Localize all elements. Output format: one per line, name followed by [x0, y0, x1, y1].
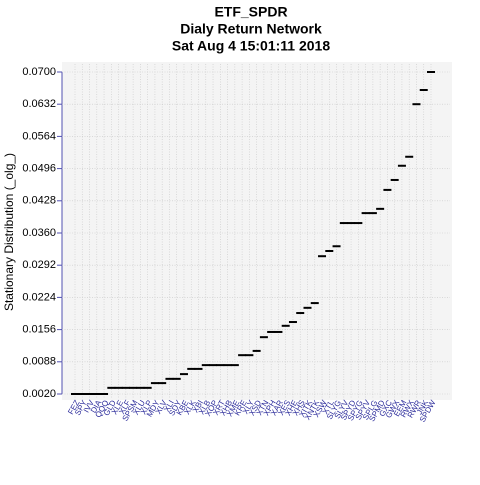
chart-subtitle: Dialy Return Network: [180, 21, 322, 37]
y-tick-label: 0.0360: [22, 227, 56, 239]
chart-title: ETF_SPDR: [214, 4, 287, 20]
y-axis-label: Stationary Distribution (_olg_): [2, 153, 16, 311]
y-tick-label: 0.0292: [22, 259, 56, 271]
y-tick-label: 0.0428: [22, 195, 56, 207]
y-tick-label: 0.0564: [22, 130, 56, 142]
y-tick-label: 0.0224: [22, 291, 56, 303]
chart-date: Sat Aug 4 15:01:11 2018: [172, 38, 330, 54]
plot-background: [62, 62, 452, 400]
y-tick-label: 0.0156: [22, 324, 56, 336]
y-tick-label: 0.0020: [22, 388, 56, 400]
y-tick-label: 0.0632: [22, 98, 56, 110]
y-tick-label: 0.0496: [22, 163, 56, 175]
y-tick-label: 0.0700: [22, 66, 56, 78]
y-tick-label: 0.0088: [22, 356, 56, 368]
